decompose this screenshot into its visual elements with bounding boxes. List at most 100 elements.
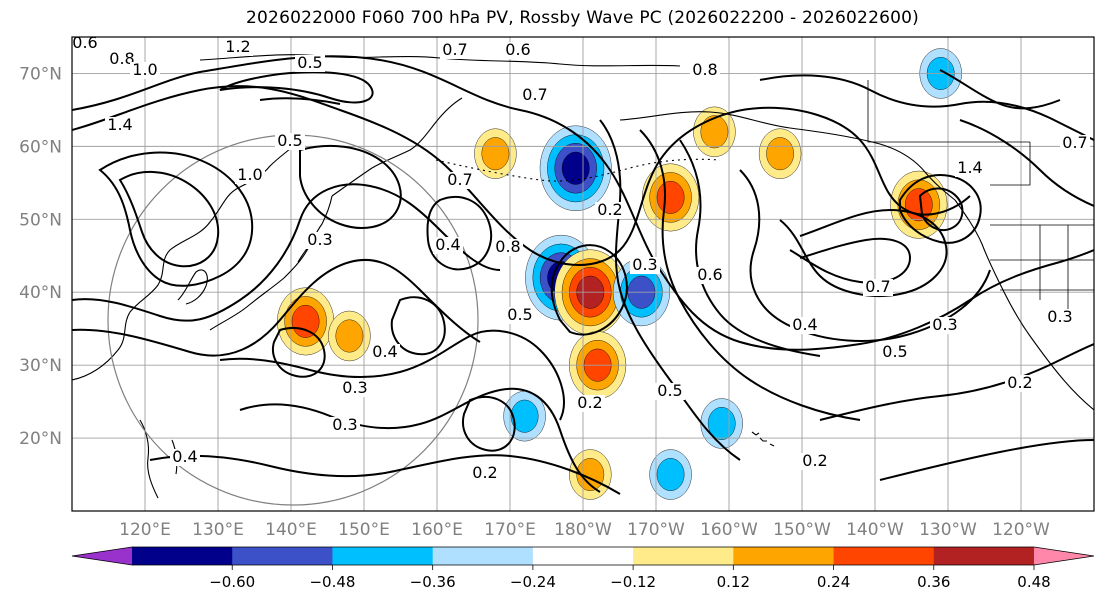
latitude-tick-label: 20°N xyxy=(19,429,62,449)
contour-label: 0.5 xyxy=(297,53,322,72)
colorbar-tick-label: 0.36 xyxy=(917,573,950,591)
longitude-tick-label: 150°W xyxy=(773,520,831,540)
pv-contours xyxy=(72,55,1094,495)
contour-labels: 0.6 1.20.81.0 0.50.7 0.60.51.01.40.3 0.4 0.80… xyxy=(70,33,1090,482)
contour-label: 0.5 xyxy=(277,131,302,150)
contour-label-bg xyxy=(130,62,160,79)
longitude-tick-label: 140°E xyxy=(265,520,317,540)
colorbar-segment xyxy=(733,547,835,565)
longitude-tick-label: 160°E xyxy=(411,520,463,540)
contour-label: 0.6 xyxy=(505,40,530,59)
contour-label-bg xyxy=(470,465,500,482)
colorbar-segment xyxy=(332,547,434,565)
longitude-tick-label: 160°W xyxy=(700,520,758,540)
contour-label: 0.3 xyxy=(1047,307,1072,326)
colorbar-tick-label: −0.60 xyxy=(209,573,255,591)
latitude-axis: 70°N 60°N 50°N 40°N 30°N 20°N xyxy=(19,64,62,449)
contour-label-bg xyxy=(170,449,200,466)
contour-label: 1.0 xyxy=(132,60,157,79)
longitude-tick-label: 120°E xyxy=(119,520,171,540)
longitude-tick-label: 130°E xyxy=(192,520,244,540)
contour-label-bg xyxy=(575,395,605,412)
colorbar-extend-max xyxy=(1034,547,1094,565)
longitude-tick-label: 140°W xyxy=(846,520,904,540)
contour-label-bg xyxy=(305,232,335,249)
anomaly-shade xyxy=(656,180,685,214)
contour-label-bg xyxy=(235,167,265,184)
contour-label: 0.7 xyxy=(1062,133,1087,152)
anomaly-shade xyxy=(561,151,590,185)
longitude-tick-label: 170°E xyxy=(484,520,536,540)
contour-label: 0.3 xyxy=(932,315,957,334)
contour-label: 0.3 xyxy=(307,230,332,249)
colorbar-tick-label: 0.12 xyxy=(717,573,750,591)
contour-label-bg xyxy=(505,307,535,324)
contour-label-bg xyxy=(595,202,625,219)
contour-label: 0.8 xyxy=(692,60,717,79)
colorbar: −0.60 −0.48 −0.36 −0.24 −0.12 0.12 0.24 0.36 0.4… xyxy=(71,546,1095,591)
colorbar-segment xyxy=(633,547,734,565)
contour-label-bg xyxy=(70,35,100,52)
contour-label-bg xyxy=(930,317,960,334)
contour-label: 1.4 xyxy=(107,115,132,134)
contour-label: 0.5 xyxy=(507,305,532,324)
colorbar-segment xyxy=(132,547,233,565)
contour-label: 0.2 xyxy=(802,451,827,470)
longitude-tick-label: 120°W xyxy=(992,520,1050,540)
contour-label-bg xyxy=(340,380,370,397)
contour-label-bg xyxy=(955,160,985,177)
contour-label: 1.0 xyxy=(237,165,262,184)
anomaly-shade xyxy=(707,407,736,440)
contour-label-bg xyxy=(330,417,360,434)
colorbar-tick-label: 0.48 xyxy=(1017,573,1050,591)
colorbar-outline xyxy=(71,546,1095,566)
contour-label-bg xyxy=(790,317,820,334)
anomaly-shade xyxy=(766,137,794,171)
contour-label: 0.7 xyxy=(442,40,467,59)
contour-label-bg xyxy=(880,344,910,361)
contour-label-bg xyxy=(1060,135,1090,152)
contour-label-bg xyxy=(105,117,135,134)
colorbar-segment xyxy=(432,547,534,565)
contour-label-bg xyxy=(295,55,325,72)
longitude-tick-label: 130°W xyxy=(919,520,977,540)
contour-label: 0.3 xyxy=(342,378,367,397)
contour-label: 0.8 xyxy=(109,49,134,68)
anomaly-shade xyxy=(291,304,320,338)
colorbar-segment xyxy=(833,547,935,565)
contour-label: 0.7 xyxy=(865,277,890,296)
contour-label-bg xyxy=(1045,309,1075,326)
colorbar-segment xyxy=(532,547,634,565)
contour-label-bg xyxy=(695,267,725,284)
contour-label: 0.6 xyxy=(697,265,722,284)
contour-label-bg xyxy=(493,239,523,256)
contour-label-bg xyxy=(433,237,463,254)
colorbar-tick-label: −0.24 xyxy=(510,573,556,591)
anomaly-shade xyxy=(335,319,364,353)
contour-label-bg xyxy=(107,51,137,68)
anomaly-layer xyxy=(277,48,962,500)
contour-label: 0.7 xyxy=(522,85,547,104)
contour-label: 0.4 xyxy=(792,315,817,334)
colorbar-extend-min xyxy=(72,547,132,565)
colorbar-tick-label: −0.36 xyxy=(410,573,456,591)
contour-label-bg xyxy=(503,42,533,59)
anomaly-shade xyxy=(510,399,539,433)
contour-label: 0.4 xyxy=(435,235,460,254)
contour-label-bg xyxy=(520,87,550,104)
colorbar-tick-label: 0.24 xyxy=(817,573,850,591)
anomaly-shade xyxy=(656,458,685,491)
contour-label-bg xyxy=(690,62,720,79)
contour-label: 0.5 xyxy=(657,381,682,400)
contour-label: 0.7 xyxy=(447,170,472,189)
latitude-tick-label: 30°N xyxy=(19,356,62,376)
anomaly-shade xyxy=(481,137,510,171)
contour-label: 0.4 xyxy=(372,342,397,361)
contour-label-bg xyxy=(630,257,660,274)
contour-label: 0.6 xyxy=(72,33,97,52)
contour-label-bg xyxy=(440,42,470,59)
contour-label-bg xyxy=(863,279,893,296)
latitude-tick-label: 60°N xyxy=(19,137,62,157)
contour-label-bg xyxy=(275,133,305,150)
